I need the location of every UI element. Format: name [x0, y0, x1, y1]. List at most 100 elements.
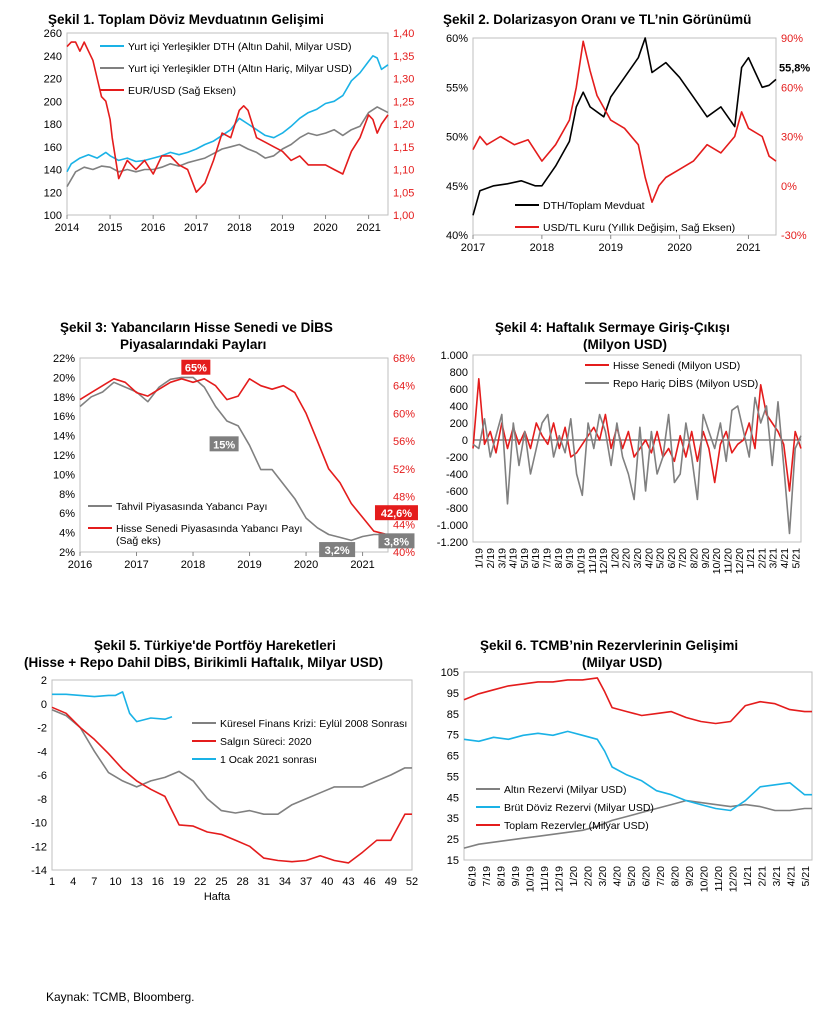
- chart-1-x-tick-label: 2016: [141, 222, 165, 234]
- chart-5-x-tick-label: 37: [300, 876, 312, 888]
- chart-1-x-tick-label: 2020: [313, 222, 337, 234]
- chart-6-x-tick-label: 10/20: [698, 866, 710, 892]
- chart-6-x-tick-label: 8/19: [495, 866, 507, 887]
- chart-5-y-tick-label: -10: [31, 818, 47, 830]
- chart-5-x-tick-label: 43: [342, 876, 354, 888]
- chart-6-x-tick-label: 9/19: [510, 866, 522, 887]
- chart-2-title: Şekil 2. Dolarizasyon Oranı ve TL’nin Gö…: [443, 12, 752, 27]
- chart-4-x-tick-label: 2/21: [756, 548, 768, 569]
- chart-1-title: Şekil 1. Toplam Döviz Mevduatının Gelişi…: [48, 12, 324, 27]
- source-note: Kaynak: TCMB, Bloomberg.: [46, 990, 195, 1004]
- chart-3: Şekil 3: Yabancıların Hisse Senedi ve Dİ…: [0, 315, 418, 585]
- chart-3-x-tick-label: 2019: [237, 559, 261, 571]
- chart-6-x-tick-label: 7/19: [481, 866, 493, 887]
- chart-4-x-tick-label: 5/20: [655, 548, 667, 569]
- chart-3-series-2-line: [79, 377, 386, 535]
- chart-6-legend-label: Altın Rezervi (Milyar USD): [504, 784, 627, 796]
- chart-2-y-tick-label: 55%: [446, 82, 468, 94]
- chart-4-x-tick-label: 7/20: [677, 548, 689, 569]
- chart-2-x-tick-label: 2017: [461, 242, 485, 254]
- chart-3-annotation-label: 3,2%: [325, 545, 350, 557]
- chart-4-x-tick-label: 3/19: [496, 548, 508, 569]
- chart-2: Şekil 2. Dolarizasyon Oranı ve TL’nin Gö…: [413, 0, 827, 290]
- chart-5-x-tick-label: 4: [70, 876, 76, 888]
- chart-4-series-2-line: [472, 396, 802, 535]
- chart-4-x-tick-label: 7/19: [542, 548, 554, 569]
- chart-2-x-tick-label: 2021: [736, 242, 760, 254]
- chart-2-series-2-line: [472, 40, 777, 203]
- chart-5-x-tick-label: 31: [258, 876, 270, 888]
- chart-1-y2-tick-label: 1,25: [393, 96, 414, 108]
- chart-4-x-tick-label: 3/21: [768, 548, 780, 569]
- chart-6-x-tick-label: 4/21: [785, 866, 797, 887]
- chart-3-plot-area: [79, 357, 389, 553]
- chart-4-x-tick-label: 2/20: [621, 548, 633, 569]
- chart-2-plot-area: [472, 37, 777, 236]
- chart-3-y-tick-label: 10%: [53, 469, 75, 481]
- chart-4-y-tick-label: -200: [446, 452, 468, 464]
- chart-1-y-tick-label: 220: [44, 74, 62, 86]
- chart-5-svg: 2 0 -2 -4 -6 -8 -10 -12 -141 4 7 10 13 16 19 22 25 28 31 34…: [31, 675, 418, 903]
- chart-6-x-tick-label: 10/19: [524, 866, 536, 892]
- chart-1-plot-area: [66, 32, 389, 216]
- chart-4-x-tick-label: 9/19: [564, 548, 576, 569]
- chart-5-y-tick-label: 2: [41, 675, 47, 687]
- chart-6-x-tick-label: 8/20: [669, 866, 681, 887]
- chart-3-y2-tick-label: 52%: [393, 464, 415, 476]
- chart-2-x-tick-label: 2019: [598, 242, 622, 254]
- chart-3-svg: 2% 4% 6% 8% 10% 12% 14% 16% 18% 20% 22% 40% 44% 48% 52…: [53, 353, 418, 571]
- chart-4-y-tick-label: -1.200: [437, 537, 468, 549]
- chart-3-legend-label: Tahvil Piyasasında Yabancı Payı: [116, 501, 267, 513]
- chart-6-y-tick-label: 55: [447, 771, 459, 783]
- chart-3-y-tick-label: 22%: [53, 353, 75, 365]
- chart-5-y-tick-label: -4: [37, 746, 47, 758]
- chart-4-x-tick-label: 1/19: [474, 548, 486, 569]
- chart-6-x-tick-label: 7/20: [655, 866, 667, 887]
- chart-6-x-tick-label: 11/19: [539, 866, 551, 892]
- chart-4-x-tick-label: 11/19: [587, 548, 599, 574]
- chart-3-y-tick-label: 8%: [59, 489, 75, 501]
- chart-6-x-tick-label: 5/20: [626, 866, 638, 887]
- chart-4-title-line-2: (Milyon USD): [583, 337, 667, 352]
- chart-2-y2-tick-label: 30%: [781, 132, 803, 144]
- chart-6-y-tick-label: 85: [447, 709, 459, 721]
- chart-3-annotation-box: [209, 436, 239, 452]
- chart-5-x-tick-label: 22: [194, 876, 206, 888]
- chart-1-y2-tick-label: 1,15: [393, 142, 414, 154]
- chart-4-series-1-line: [472, 377, 802, 492]
- chart-1-y2-tick-label: 1,00: [393, 210, 414, 222]
- chart-3-y-tick-label: 16%: [53, 411, 75, 423]
- chart-3-y-tick-label: 4%: [59, 528, 75, 540]
- chart-1-x-tick-label: 2019: [270, 222, 294, 234]
- chart-4-x-tick-label: 4/20: [643, 548, 655, 569]
- chart-3-x-tick-label: 2018: [181, 559, 205, 571]
- chart-3-x-tick-label: 2017: [124, 559, 148, 571]
- chart-3-y-tick-label: 14%: [53, 431, 75, 443]
- chart-4-y-tick-label: -400: [446, 469, 468, 481]
- chart-4-x-tick-label: 6/20: [666, 548, 678, 569]
- chart-2-y-tick-label: 50%: [446, 132, 468, 144]
- chart-4-title-line-1: Şekil 4: Haftalık Sermaye Giriş-Çıkışı: [495, 320, 730, 335]
- chart-6-y-tick-label: 105: [441, 667, 459, 679]
- chart-1-y-tick-label: 240: [44, 51, 62, 63]
- chart-2-legend-label: DTH/Toplam Mevduat: [543, 200, 645, 212]
- chart-1-series-2-line: [66, 106, 389, 188]
- chart-5-plot-area: [51, 679, 413, 871]
- chart-4-x-tick-label: 10/19: [575, 548, 587, 574]
- chart-3-x-tick-label: 2021: [350, 559, 374, 571]
- chart-4-legend-label: Repo Hariç DİBS (Milyon USD): [613, 377, 758, 390]
- chart-4-y-tick-label: 0: [462, 435, 468, 447]
- chart-4-y-tick-label: 1.000: [440, 350, 468, 362]
- chart-6-x-tick-label: 5/21: [800, 866, 812, 887]
- chart-6-x-tick-label: 4/20: [611, 866, 623, 887]
- chart-4-y-tick-label: -600: [446, 486, 468, 498]
- chart-2-legend-label: USD/TL Kuru (Yıllık Değişim, Sağ Eksen): [543, 222, 735, 234]
- chart-5-x-tick-label: 1: [49, 876, 55, 888]
- chart-2-x-tick-label: 2020: [667, 242, 691, 254]
- chart-3-title-line-2: Piyasalarındaki Payları: [120, 337, 267, 352]
- chart-3-y-tick-label: 2%: [59, 547, 75, 559]
- chart-3-x-tick-label: 2020: [294, 559, 318, 571]
- chart-5-x-tick-label: 25: [215, 876, 227, 888]
- chart-4: Şekil 4: Haftalık Sermaye Giriş-Çıkışı (…: [413, 315, 827, 605]
- chart-5-title-line-2: (Hisse + Repo Dahil DİBS, Birikimli Haft…: [24, 655, 383, 670]
